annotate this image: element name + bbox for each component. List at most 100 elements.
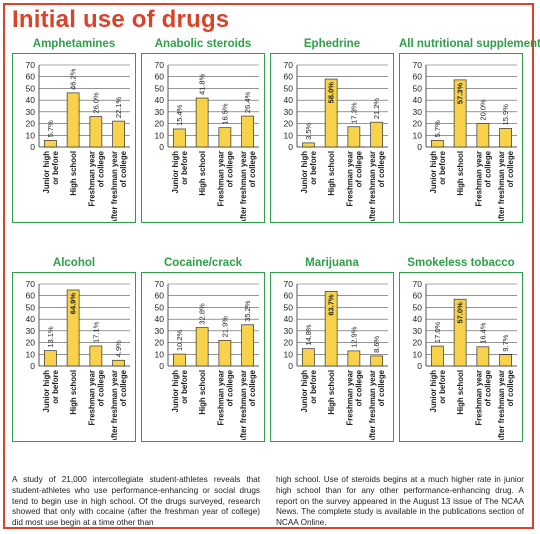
- bar: [66, 289, 80, 367]
- y-tick-label: 10: [26, 349, 36, 359]
- bar-value-label: 3.5%: [304, 122, 313, 139]
- chart-box: 0 10 20 30 40 50 60 70 3.5% Junior highor before 5…: [270, 53, 394, 223]
- bar-value-label: 16.5%: [220, 103, 229, 125]
- x-tick-label: After freshman yearof college: [497, 369, 515, 440]
- x-tick-label: High school: [69, 370, 78, 415]
- y-tick-label: 50: [413, 302, 423, 312]
- bar-value-label: 17.3%: [349, 102, 358, 124]
- y-tick-label: 10: [155, 349, 165, 359]
- bar-value-label: 17.1%: [91, 321, 100, 343]
- chart-title: Amphetamines: [32, 38, 116, 50]
- y-tick-label: 30: [284, 326, 294, 336]
- x-tick-label: Freshman yearof college: [474, 150, 492, 206]
- chart-box: 0 10 20 30 40 50 60 70 13.1% Junior highor before…: [12, 272, 136, 442]
- bar: [499, 128, 512, 148]
- bar-value-label: 9.7%: [501, 334, 510, 351]
- y-tick-label: 70: [413, 60, 423, 70]
- x-tick-label: Junior highor before: [300, 150, 318, 193]
- bar: [44, 139, 57, 148]
- y-tick-label: 10: [284, 130, 294, 140]
- y-tick-label: 40: [155, 95, 165, 105]
- figure-title: Initial use of drugs: [12, 6, 230, 33]
- bar-value-label: 64.9%: [69, 293, 78, 315]
- chart-title: Smokeless tobacco: [407, 257, 515, 269]
- bar-value-label: 8.6%: [372, 335, 381, 352]
- bar: [89, 116, 103, 148]
- x-tick-label: Junior highor before: [171, 150, 189, 193]
- chart-panel: Alcohol 0 10 20 30 40 50 60 70 13.1% Junior highor…: [12, 257, 136, 442]
- y-tick-label: 50: [155, 83, 165, 93]
- bar: [218, 127, 232, 148]
- y-tick-label: 0: [30, 361, 35, 371]
- bar-value-label: 20.0%: [478, 99, 487, 121]
- bar-value-label: 46.2%: [69, 68, 78, 90]
- y-tick-label: 60: [26, 291, 36, 301]
- bar: [431, 139, 444, 148]
- bar-value-label: 63.7%: [327, 294, 336, 316]
- x-tick-label: Junior highor before: [42, 369, 60, 412]
- y-tick-label: 50: [413, 83, 423, 93]
- chart-box: 0 10 20 30 40 50 60 70 5.7% Junior highor before 4…: [12, 53, 136, 223]
- y-tick-label: 30: [284, 107, 294, 117]
- y-tick-label: 70: [26, 279, 36, 289]
- x-tick-label: Freshman yearof college: [216, 150, 234, 206]
- y-tick-label: 0: [417, 142, 422, 152]
- bar: [324, 291, 338, 367]
- bar: [89, 345, 103, 367]
- x-tick-label: Junior highor before: [171, 369, 189, 412]
- y-tick-label: 10: [284, 349, 294, 359]
- chart-panel: Ephedrine 0 10 20 30 40 50 60 70 3.5% Junior higho…: [270, 38, 394, 223]
- bar-value-label: 35.2%: [243, 300, 252, 322]
- x-tick-label: After freshman yearof college: [239, 369, 257, 440]
- x-tick-label: High school: [327, 370, 336, 415]
- bar-value-label: 4.9%: [114, 340, 123, 357]
- bar: [453, 298, 467, 367]
- y-tick-label: 40: [26, 314, 36, 324]
- y-tick-label: 10: [413, 349, 423, 359]
- bar-value-label: 13.1%: [46, 326, 55, 348]
- bar-value-label: 15.4%: [175, 104, 184, 126]
- bar: [195, 97, 209, 148]
- x-tick-label: High school: [456, 151, 465, 196]
- y-tick-label: 60: [26, 72, 36, 82]
- y-tick-label: 70: [284, 279, 294, 289]
- y-tick-label: 70: [284, 60, 294, 70]
- y-tick-label: 0: [30, 142, 35, 152]
- bar: [370, 355, 383, 367]
- bar-value-label: 17.0%: [433, 321, 442, 343]
- bar: [431, 345, 444, 367]
- y-tick-label: 50: [284, 302, 294, 312]
- y-tick-label: 10: [413, 130, 423, 140]
- y-tick-label: 60: [284, 72, 294, 82]
- bar: [476, 346, 490, 367]
- y-tick-label: 70: [155, 279, 165, 289]
- y-tick-label: 20: [413, 119, 423, 129]
- bar-value-label: 21.2%: [372, 98, 381, 120]
- y-tick-label: 0: [417, 361, 422, 371]
- x-tick-label: Freshman yearof college: [87, 150, 105, 206]
- bar-value-label: 10.2%: [175, 329, 184, 351]
- x-tick-label: Freshman yearof college: [87, 369, 105, 425]
- y-tick-label: 60: [413, 291, 423, 301]
- y-tick-label: 70: [26, 60, 36, 70]
- y-tick-label: 20: [26, 119, 36, 129]
- y-tick-label: 20: [284, 338, 294, 348]
- chart-title: Marijuana: [305, 257, 359, 269]
- bar-value-label: 58.0%: [327, 82, 336, 104]
- bar: [453, 79, 467, 148]
- x-tick-label: Junior highor before: [42, 150, 60, 193]
- bar-value-label: 57.0%: [456, 302, 465, 324]
- x-tick-label: High school: [327, 151, 336, 196]
- bar: [499, 354, 512, 367]
- y-tick-label: 20: [155, 338, 165, 348]
- bar: [302, 348, 315, 367]
- bar: [347, 350, 361, 367]
- bar-value-label: 57.3%: [456, 83, 465, 105]
- x-tick-label: Freshman yearof college: [345, 369, 363, 425]
- chart-title: Alcohol: [52, 257, 96, 269]
- y-tick-label: 30: [413, 107, 423, 117]
- x-tick-label: After freshman yearof college: [110, 369, 128, 440]
